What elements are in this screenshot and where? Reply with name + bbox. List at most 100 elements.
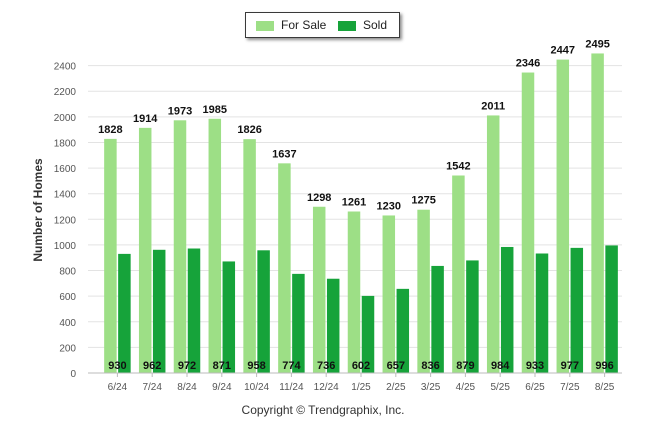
bar-sold (431, 265, 444, 373)
x-tick-label: 11/24 (279, 382, 304, 393)
bar-for-sale (452, 175, 465, 373)
data-label-for-sale: 1298 (307, 192, 331, 204)
bar-for-sale (138, 127, 152, 373)
data-label-sold: 996 (595, 360, 613, 372)
bar-sold (466, 260, 479, 373)
data-label-for-sale: 1542 (446, 161, 470, 173)
legend-item-sold[interactable]: Sold (338, 18, 387, 32)
bar-for-sale (556, 59, 570, 374)
bar-for-sale (347, 211, 361, 373)
for-sale-label: For Sale (281, 18, 327, 32)
sold-label: Sold (363, 18, 388, 32)
bar-for-sale (243, 139, 256, 373)
bar-sold (257, 250, 270, 373)
x-tick-label: 4/25 (456, 382, 476, 393)
legend: For Sale Sold (245, 12, 400, 38)
x-tick-label: 9/24 (212, 382, 232, 393)
data-label-for-sale: 1973 (168, 105, 192, 117)
y-tick-label: 2200 (54, 87, 77, 98)
data-label-for-sale: 2011 (481, 100, 505, 112)
x-tick-label: 10/24 (244, 382, 269, 393)
data-label-for-sale: 2495 (585, 38, 609, 50)
data-label-for-sale: 1230 (377, 200, 401, 212)
copyright-text: Copyright © Trendgraphix, Inc. (241, 403, 405, 417)
y-tick-label: 800 (59, 267, 76, 278)
bar-sold (396, 288, 410, 373)
data-label-sold: 958 (247, 360, 265, 372)
bar-sold (292, 273, 305, 373)
bar-for-sale (278, 163, 291, 373)
data-label-sold: 836 (421, 360, 439, 372)
y-tick-label: 2000 (54, 113, 77, 124)
y-tick-label: 2400 (54, 62, 77, 73)
bar-sold (361, 295, 375, 373)
data-label-sold: 972 (178, 360, 196, 372)
data-label-sold: 774 (282, 360, 301, 372)
bar-sold (605, 245, 618, 373)
bar-sold (535, 253, 549, 373)
x-tick-label: 2/25 (386, 382, 406, 393)
for-sale-swatch (256, 20, 274, 31)
data-label-for-sale: 1914 (133, 113, 158, 125)
y-axis-label: Number of Homes (31, 158, 45, 262)
data-label-sold: 879 (456, 360, 474, 372)
data-label-sold: 736 (317, 360, 335, 372)
data-label-for-sale: 1826 (237, 124, 261, 136)
data-label-for-sale: 2346 (516, 58, 540, 70)
legend-item-for-sale[interactable]: For Sale (256, 18, 326, 32)
y-tick-label: 1200 (54, 215, 77, 226)
data-label-for-sale: 2447 (551, 45, 575, 57)
bar-sold (118, 253, 131, 373)
sold-swatch (338, 20, 356, 31)
data-label-for-sale: 1637 (272, 148, 296, 160)
data-label-for-sale: 1828 (98, 124, 122, 136)
bar-for-sale (173, 120, 187, 373)
x-tick-label: 5/25 (490, 382, 510, 393)
bar-for-sale (104, 138, 117, 373)
bar-for-sale (486, 115, 500, 373)
bar-sold (500, 246, 514, 373)
x-tick-label: 7/25 (560, 382, 580, 393)
data-label-for-sale: 1261 (342, 196, 366, 208)
x-tick-label: 7/24 (142, 382, 162, 393)
bar-for-sale (591, 53, 604, 373)
bar-for-sale (417, 209, 430, 373)
data-label-sold: 602 (352, 360, 370, 372)
data-label-for-sale: 1275 (411, 195, 435, 207)
y-tick-label: 600 (59, 292, 76, 303)
x-tick-label: 1/25 (351, 382, 371, 393)
axes: 0 200 400 600 800 1000 1200 1400 1600 1800 2000 220… (54, 62, 622, 393)
bar-for-sale (312, 206, 326, 373)
bar-sold (570, 247, 584, 373)
bar-sold (152, 249, 166, 373)
bar-for-sale (521, 72, 535, 373)
y-tick-label: 1800 (54, 138, 77, 149)
bar-sold (187, 248, 201, 373)
data-label-sold: 977 (561, 360, 579, 372)
y-tick-label: 200 (59, 343, 76, 354)
x-tick-label: 12/24 (314, 382, 339, 393)
x-tick-label: 6/24 (108, 382, 128, 393)
data-label-sold: 657 (387, 360, 405, 372)
bars: 1828 930 1914 962 1973 972 1985 871 1826 958 1637 7… (98, 38, 618, 374)
data-label-sold: 933 (526, 360, 544, 372)
data-label-sold: 962 (143, 360, 161, 372)
y-tick-label: 1400 (54, 190, 77, 201)
bar-for-sale (382, 215, 396, 373)
x-tick-label: 3/25 (421, 382, 441, 393)
bar-sold (326, 278, 340, 373)
y-tick-label: 1000 (54, 241, 77, 252)
y-tick-label: 400 (59, 318, 76, 329)
x-tick-label: 6/25 (525, 382, 545, 393)
bar-for-sale (208, 118, 222, 374)
data-label-sold: 984 (491, 360, 510, 372)
data-label-for-sale: 1985 (203, 104, 227, 116)
y-tick-label: 1600 (54, 164, 77, 175)
y-tick-label: 0 (70, 369, 76, 380)
x-tick-label: 8/24 (177, 382, 197, 393)
data-label-sold: 871 (213, 360, 231, 372)
x-tick-label: 8/25 (595, 382, 615, 393)
data-label-sold: 930 (108, 360, 126, 372)
bar-sold (222, 261, 236, 373)
